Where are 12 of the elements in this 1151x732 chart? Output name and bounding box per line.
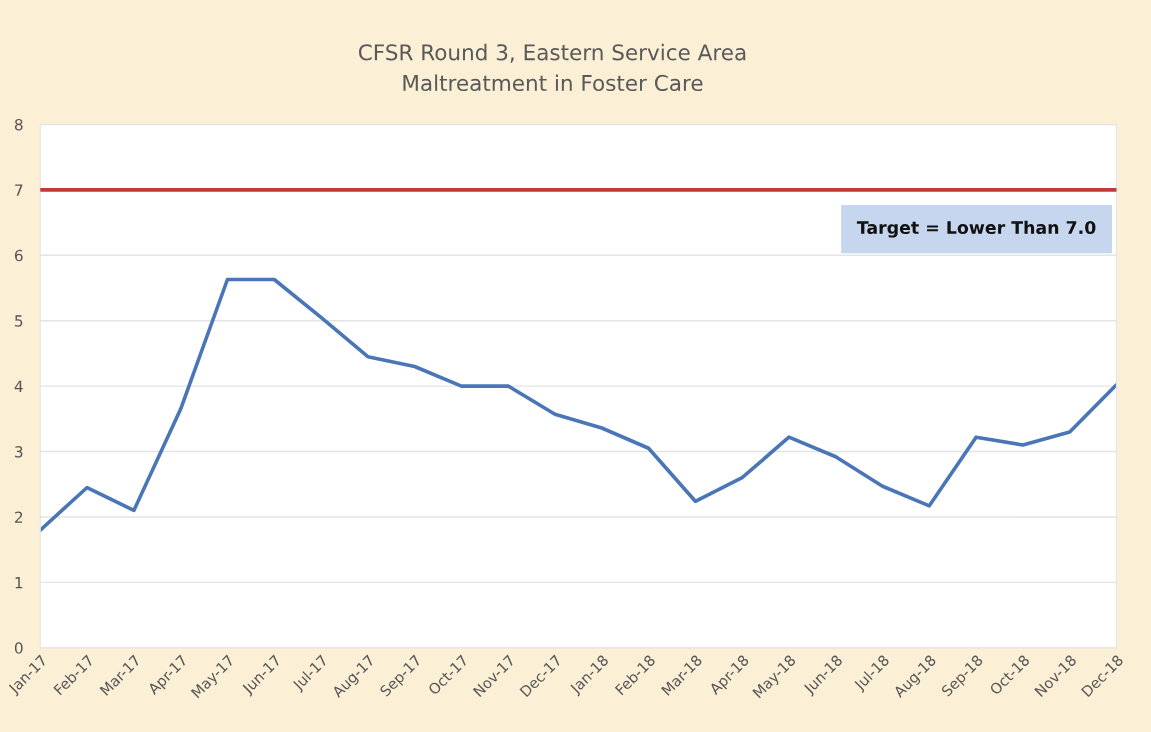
y-tick-label: 3 bbox=[15, 446, 23, 458]
y-tick-label: 1 bbox=[15, 577, 23, 589]
y-tick-label: 0 bbox=[14, 642, 23, 654]
chart-title: CFSR Round 3, Eastern Service Area Maltreatment in Foster Care bbox=[358, 43, 746, 92]
y-tick-label: 7 bbox=[15, 184, 23, 196]
annotation: Target = Lower Than 7.0 bbox=[856, 220, 1096, 238]
y-tick-label: 8 bbox=[14, 118, 23, 131]
y-tick-label: 2 bbox=[15, 511, 23, 523]
y-tick-label: 4 bbox=[14, 380, 23, 392]
y-tick-label: 5 bbox=[15, 315, 23, 327]
line-series bbox=[40, 277, 1117, 532]
y-tick-label: 6 bbox=[14, 249, 23, 262]
